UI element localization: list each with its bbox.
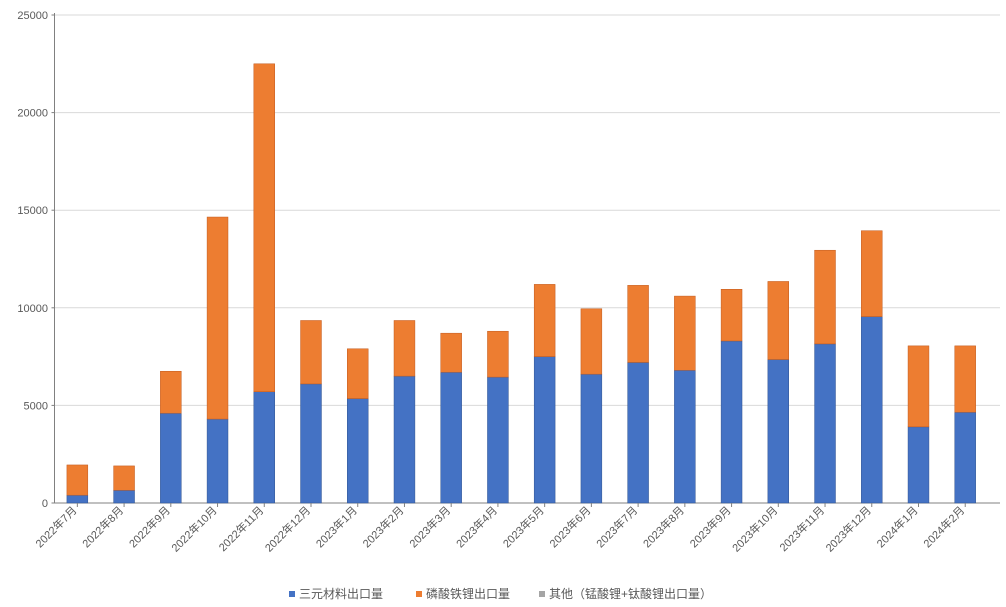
svg-text:2022年8月: 2022年8月 bbox=[79, 503, 126, 550]
svg-text:2022年10月: 2022年10月 bbox=[168, 503, 219, 554]
svg-text:2023年7月: 2023年7月 bbox=[593, 503, 640, 550]
svg-text:2023年3月: 2023年3月 bbox=[406, 503, 453, 550]
svg-text:2023年11月: 2023年11月 bbox=[776, 503, 827, 554]
svg-text:20000: 20000 bbox=[17, 108, 48, 120]
svg-text:2023年12月: 2023年12月 bbox=[822, 503, 873, 554]
svg-text:2023年8月: 2023年8月 bbox=[640, 503, 687, 550]
svg-text:25000: 25000 bbox=[17, 10, 48, 22]
svg-text:2023年10月: 2023年10月 bbox=[729, 503, 780, 554]
svg-text:5000: 5000 bbox=[24, 400, 48, 412]
svg-text:2023年5月: 2023年5月 bbox=[500, 503, 547, 550]
svg-text:15000: 15000 bbox=[17, 205, 48, 217]
svg-text:2024年2月: 2024年2月 bbox=[920, 503, 967, 550]
svg-text:0: 0 bbox=[42, 498, 48, 510]
svg-text:2022年7月: 2022年7月 bbox=[32, 503, 79, 550]
svg-text:10000: 10000 bbox=[17, 303, 48, 315]
svg-text:2023年2月: 2023年2月 bbox=[359, 503, 406, 550]
svg-text:2023年9月: 2023年9月 bbox=[687, 503, 734, 550]
svg-text:2022年9月: 2022年9月 bbox=[126, 503, 173, 550]
svg-text:2023年1月: 2023年1月 bbox=[313, 503, 360, 550]
svg-text:2022年11月: 2022年11月 bbox=[216, 503, 267, 554]
svg-text:2023年4月: 2023年4月 bbox=[453, 503, 500, 550]
svg-text:2024年1月: 2024年1月 bbox=[874, 503, 921, 550]
svg-text:2023年6月: 2023年6月 bbox=[546, 503, 593, 550]
svg-text:2022年12月: 2022年12月 bbox=[262, 503, 313, 554]
